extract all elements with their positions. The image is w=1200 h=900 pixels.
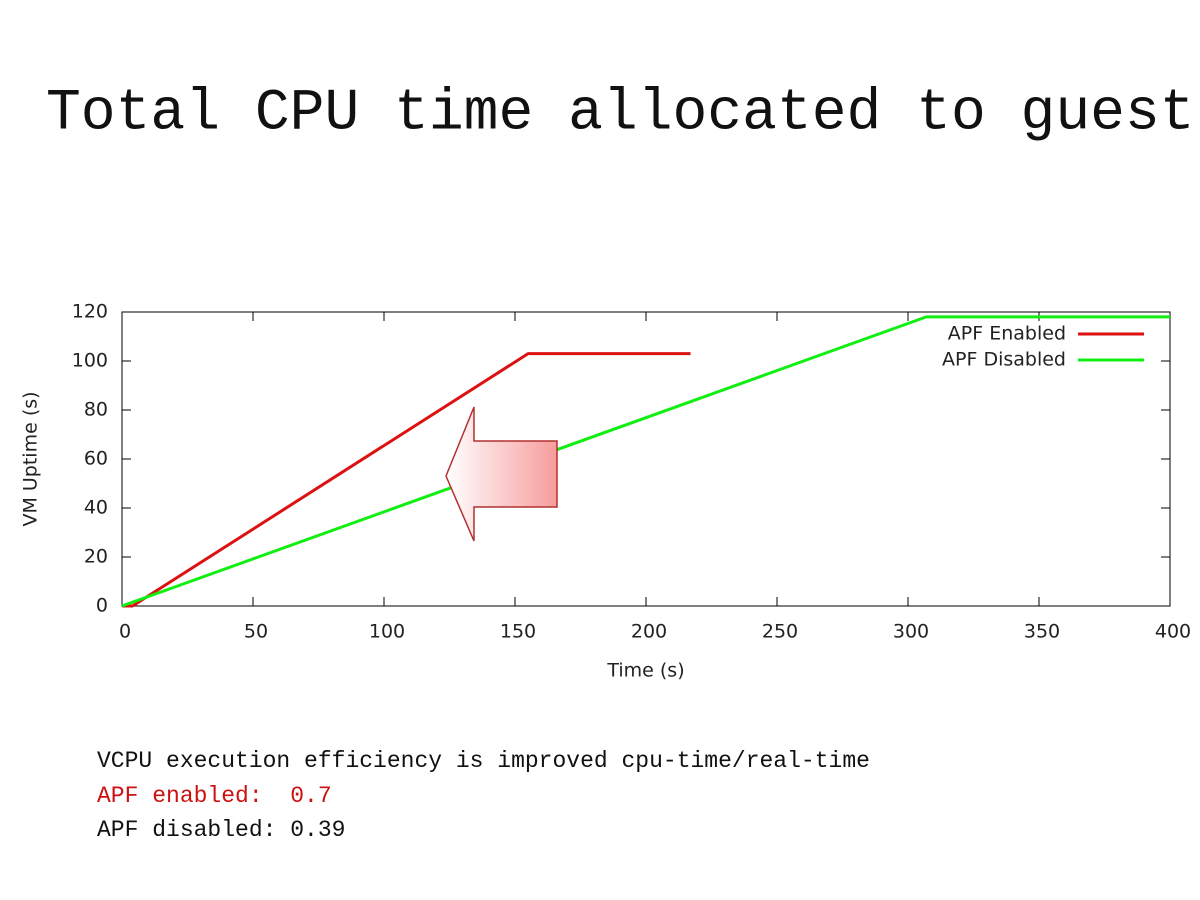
y-tick-label: 0 [96, 595, 108, 617]
x-tick-label: 150 [500, 621, 536, 643]
y-tick-label: 120 [72, 301, 108, 323]
y-tick-label: 80 [84, 399, 108, 421]
x-tick-label: 250 [762, 621, 798, 643]
x-tick-label: 350 [1024, 621, 1060, 643]
arrow [445, 406, 558, 542]
y-tick-label: 100 [72, 350, 108, 372]
note: VCPU execution efficiency is improved cp… [97, 748, 870, 774]
y-tick-label: 20 [84, 546, 108, 568]
x-tick-label: 50 [244, 621, 268, 643]
series-line [121, 315, 1170, 608]
x-tick-label: 300 [893, 621, 929, 643]
x-tick-label: 0 [119, 621, 131, 643]
x-tick-label: 400 [1155, 621, 1191, 643]
y-axis-label: VM Uptime (s) [20, 391, 42, 526]
x-axis-label: Time (s) [606, 660, 684, 682]
note: APF disabled: 0.39 [97, 817, 345, 843]
legend-label: APF Enabled [948, 323, 1066, 345]
x-tick-label: 200 [631, 621, 667, 643]
series-line [122, 352, 691, 608]
y-tick-label: 40 [84, 497, 108, 519]
y-tick-label: 60 [84, 448, 108, 470]
slide-title: Total CPU time allocated to guest VM [46, 81, 1200, 146]
note: APF enabled: 0.7 [97, 783, 332, 809]
chart: 0 20 40 60 80 100 120 0 50 100 150 200 250 300 350 400 T… [20, 301, 1192, 682]
x-tick-label: 100 [369, 621, 405, 643]
legend-label: APF Disabled [942, 349, 1066, 371]
